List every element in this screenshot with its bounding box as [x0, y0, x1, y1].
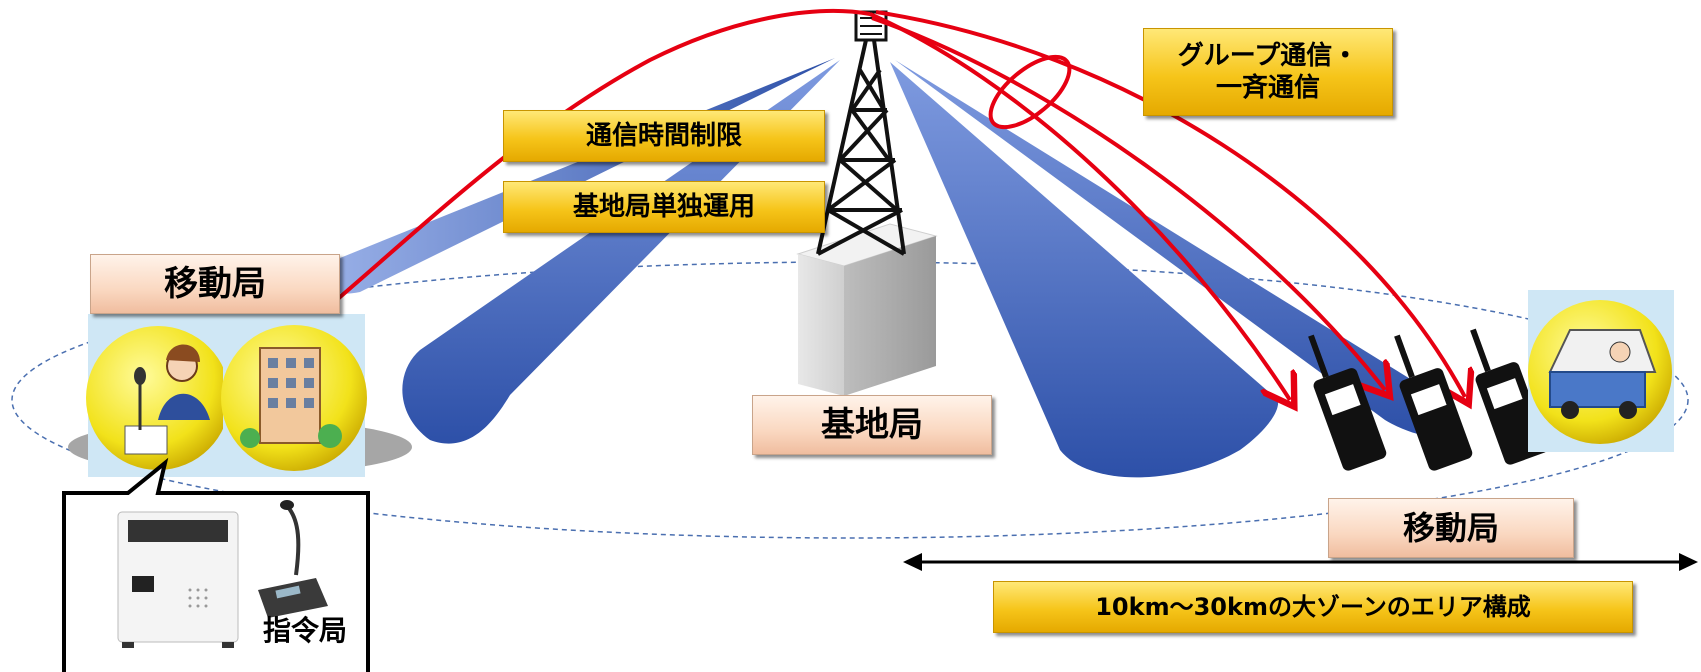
dispatcher-operator-icon	[86, 314, 230, 477]
office-building-icon	[221, 314, 367, 477]
base-station-building	[796, 223, 938, 396]
arc-to-radio-3	[875, 10, 1465, 397]
command-station-label: 指令局	[262, 613, 347, 647]
zone-area-label: 10km～30kmの大ゾーンのエリア構成	[993, 581, 1633, 633]
coverage-area-ellipse	[11, 261, 1689, 539]
zone-distance-arrow	[903, 553, 1698, 571]
mobile-station-label-left: 移動局	[90, 254, 340, 314]
dispatch-console-icon	[117, 511, 239, 648]
group-call-ring	[988, 54, 1072, 130]
desk-microphone-icon	[258, 500, 328, 618]
arc-to-left-station	[303, 9, 871, 329]
beam-right-near	[890, 62, 1279, 478]
time-limit-label: 通信時間制限	[503, 110, 825, 162]
base-station-label: 基地局	[752, 395, 992, 455]
arc-to-radio-2	[871, 16, 1385, 390]
group-communication-label: グループ通信・ 一斉通信	[1143, 28, 1393, 116]
communication-arrows	[303, 9, 1465, 400]
mobile-station-label-right: 移動局	[1328, 498, 1574, 558]
beam-right-far	[895, 60, 1461, 437]
arc-to-radio-1	[869, 12, 1290, 400]
standalone-operation-label: 基地局単独運用	[503, 181, 825, 233]
radio-tower-icon	[816, 10, 906, 256]
truck-driver-icon	[1528, 290, 1674, 452]
